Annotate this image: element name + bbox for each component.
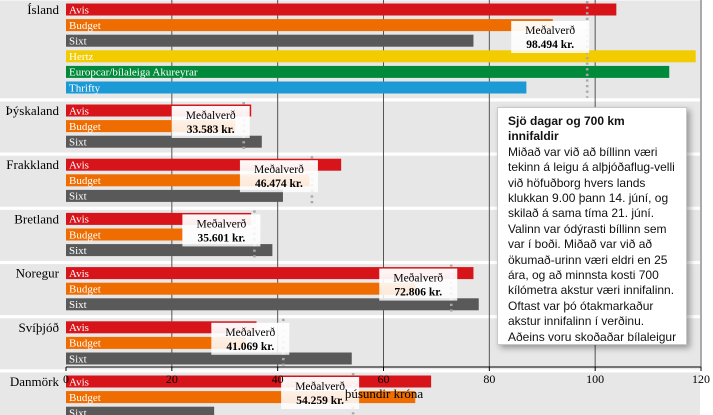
bar-label-bretland-avis: Avis	[69, 214, 89, 226]
x-tick-label-0: 0	[63, 372, 69, 386]
average-value-frakkland: 46.474 kr.	[255, 178, 303, 190]
average-box-noregur	[379, 268, 458, 301]
bar-svi-jo-sixt	[66, 352, 352, 365]
bar-noregur-avis	[66, 267, 474, 280]
bar-bretland-budget	[66, 228, 183, 241]
x-tick-label-100: 100	[586, 372, 604, 386]
x-tick-label-20: 20	[166, 372, 178, 386]
bar-label-island-thrifty: Thrifty	[69, 82, 101, 94]
bar-label-island-sixt: Sixt	[69, 36, 87, 48]
bar-island-thrifty	[66, 81, 527, 94]
bar-island-hertz	[66, 50, 696, 63]
average-box-danmork	[281, 377, 360, 409]
average-box-island	[511, 21, 590, 53]
average-markers: Meðalverð 98.494 kr. Meðalverð 33.583 kr. Me…	[171, 1, 590, 415]
methodology-note: Sjö dagar og 700 km innifaldir Miðað var…	[497, 107, 687, 345]
average-box-svi-jo	[211, 322, 290, 355]
average-value-bretland: 35.601 kr.	[197, 232, 245, 244]
bar-label-noregur-avis: Avis	[69, 268, 89, 280]
average-title-yskaland: Meðalverð	[186, 109, 236, 122]
country-labels: Ísland Þýskaland Frakkland Bretland Noregur S…	[6, 2, 60, 389]
x-tick-label-120: 120	[692, 372, 710, 386]
average-value-yskaland: 33.583 kr.	[187, 124, 235, 136]
bar-label-svi-jo-budget: Budget	[69, 338, 101, 350]
x-tick-label-80: 80	[483, 372, 495, 386]
bar-label-danmork-sixt: Sixt	[69, 408, 87, 415]
note-text: Miðað var við að bíllinn væri tekinn á l…	[508, 144, 677, 344]
bar-label-svi-jo-avis: Avis	[69, 322, 89, 334]
bar-label-island-hertz: Hertz	[69, 51, 94, 63]
bar-island-budget	[66, 19, 553, 32]
bar-label-yskaland-avis: Avis	[69, 105, 89, 117]
note-title: Sjö dagar og 700 km innifaldir	[508, 114, 625, 144]
x-tick-label-40: 40	[272, 372, 284, 386]
average-value-svi-jo: 41.069 kr.	[226, 341, 274, 353]
bar-noregur-sixt	[66, 298, 479, 311]
bar-label-danmork-avis: Avis	[69, 376, 89, 388]
country-label-noregur: Noregur	[16, 266, 60, 281]
average-box-frakkland	[239, 160, 318, 193]
average-box-yskaland	[171, 106, 250, 138]
bar-label-frakkland-sixt: Sixt	[69, 191, 87, 203]
average-title-frakkland: Meðalverð	[254, 163, 304, 176]
average-value-danmork: 54.259 kr.	[296, 395, 344, 407]
bar-danmork-sixt	[66, 406, 215, 415]
country-label-svi-jo: Svíþjóð	[19, 320, 59, 335]
average-title-danmork: Meðalverð	[295, 380, 345, 393]
average-title-svi-jo: Meðalverð	[225, 326, 275, 339]
bar-label-island-budget: Budget	[69, 20, 101, 32]
bar-label-yskaland-sixt: Sixt	[69, 137, 87, 149]
bar-label-frakkland-budget: Budget	[69, 175, 101, 187]
average-value-noregur: 72.806 kr.	[394, 287, 442, 299]
country-label-island: Ísland	[27, 2, 59, 17]
bar-label-island-europcar-bilaleiga-akureyrar: Europcar/bílaleiga Akureyrar	[69, 67, 198, 79]
average-title-bretland: Meðalverð	[196, 217, 246, 230]
country-label-frakkland: Frakkland	[6, 157, 59, 172]
bar-label-island-avis: Avis	[69, 4, 89, 16]
bar-frakkland-sixt	[66, 189, 283, 202]
bar-label-yskaland-budget: Budget	[69, 121, 101, 133]
x-tick-label-60: 60	[378, 372, 390, 386]
x-axis-label: þúsundir króna	[345, 386, 424, 401]
bar-bretland-sixt	[66, 244, 273, 257]
bar-label-noregur-sixt: Sixt	[69, 299, 87, 311]
bar-label-svi-jo-sixt: Sixt	[69, 353, 87, 365]
bar-label-bretland-sixt: Sixt	[69, 245, 87, 257]
bar-island-europcar-bilaleiga-akureyrar	[66, 65, 670, 78]
country-label-yskaland: Þýskaland	[6, 103, 60, 118]
bar-island-sixt	[66, 34, 474, 47]
bar-svi-jo-avis	[66, 321, 257, 334]
x-axis: 0 20 40 60 80 100 120	[63, 366, 710, 386]
bar-yskaland-sixt	[66, 135, 262, 148]
country-label-danmork: Danmörk	[10, 374, 60, 389]
bar-noregur-budget	[66, 282, 416, 295]
bar-label-noregur-budget: Budget	[69, 284, 101, 296]
bar-label-bretland-budget: Budget	[69, 229, 101, 241]
country-label-bretland: Bretland	[14, 211, 59, 226]
average-box-bretland	[182, 214, 261, 247]
bar-island-avis	[66, 3, 617, 16]
average-title-island: Meðalverð	[525, 24, 575, 37]
average-title-noregur: Meðalverð	[393, 272, 443, 285]
average-value-island: 98.494 kr.	[526, 39, 574, 51]
bar-label-danmork-budget: Budget	[69, 392, 101, 404]
bar-label-frakkland-avis: Avis	[69, 160, 89, 172]
bar-svi-jo-budget	[66, 336, 246, 349]
